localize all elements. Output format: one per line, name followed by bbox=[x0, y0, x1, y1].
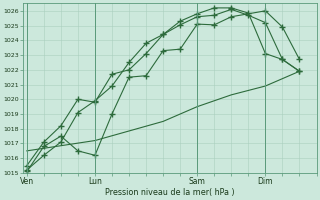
X-axis label: Pression niveau de la mer( hPa ): Pression niveau de la mer( hPa ) bbox=[105, 188, 235, 197]
